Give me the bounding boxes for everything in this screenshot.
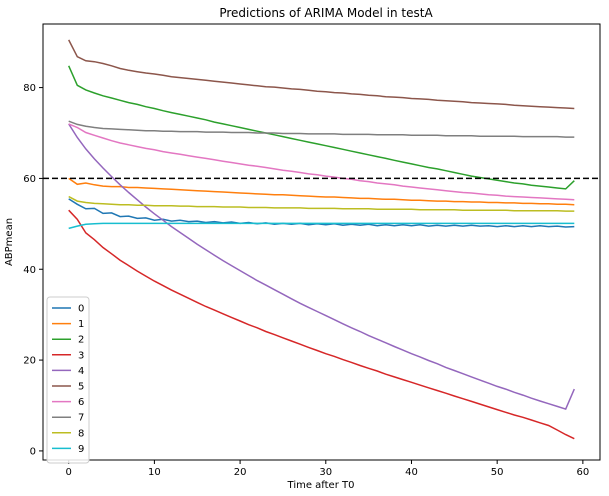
x-tick-label: 20 bbox=[234, 467, 247, 478]
legend-label-9: 9 bbox=[78, 444, 84, 455]
y-tick-label: 60 bbox=[23, 174, 36, 185]
legend-label-8: 8 bbox=[78, 428, 84, 439]
x-tick-label: 40 bbox=[405, 467, 418, 478]
x-axis-label: Time after T0 bbox=[287, 480, 355, 491]
y-tick-label: 20 bbox=[23, 356, 36, 367]
x-tick-label: 0 bbox=[66, 467, 72, 478]
series-line-3 bbox=[68, 209, 575, 440]
y-axis: 0 20 40 60 80 bbox=[23, 83, 43, 457]
series-line-8 bbox=[68, 195, 575, 212]
y-tick-label: 80 bbox=[23, 83, 36, 94]
chart-title: Predictions of ARIMA Model in testA bbox=[219, 6, 433, 20]
series-line-7 bbox=[68, 120, 575, 138]
x-tick-label: 10 bbox=[148, 467, 161, 478]
x-tick-label: 60 bbox=[576, 467, 589, 478]
x-tick-label: 30 bbox=[319, 467, 332, 478]
series-line-5 bbox=[68, 39, 575, 110]
legend-label-2: 2 bbox=[78, 335, 84, 346]
series-line-1 bbox=[68, 177, 575, 206]
series-line-4 bbox=[68, 123, 575, 411]
series-line-6 bbox=[68, 123, 575, 201]
series-line-2 bbox=[68, 65, 575, 190]
legend-label-3: 3 bbox=[78, 350, 84, 361]
legend: 0 1 2 3 4 5 6 7 8 9 bbox=[46, 296, 90, 464]
axes-frame bbox=[42, 23, 601, 461]
legend-label-0: 0 bbox=[78, 304, 84, 315]
y-tick-label: 40 bbox=[23, 265, 36, 276]
legend-label-6: 6 bbox=[78, 397, 84, 408]
plot-area bbox=[43, 39, 600, 440]
x-tick-label: 50 bbox=[491, 467, 504, 478]
series-line-0 bbox=[68, 198, 575, 228]
legend-label-7: 7 bbox=[78, 413, 84, 424]
x-axis: 0 10 20 30 40 50 60 bbox=[66, 460, 589, 478]
y-axis-label: ABPmean bbox=[4, 218, 15, 266]
legend-label-4: 4 bbox=[78, 366, 84, 377]
legend-label-1: 1 bbox=[78, 319, 84, 330]
series-line-9 bbox=[68, 222, 575, 230]
legend-label-5: 5 bbox=[78, 382, 84, 393]
y-tick-label: 0 bbox=[30, 446, 36, 457]
